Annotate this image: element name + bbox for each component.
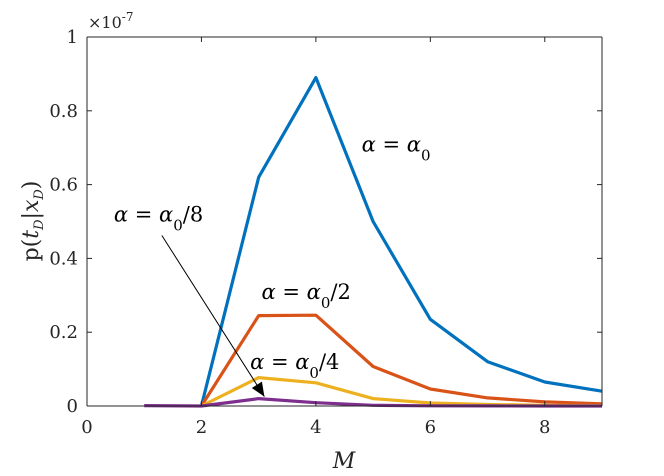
x-tick-label: 8 xyxy=(539,417,550,438)
y-tick-label: 0.4 xyxy=(49,248,78,269)
series-layer xyxy=(144,75,603,408)
y-tick-label: 0 xyxy=(67,396,78,417)
annotation-2: α = α0/2 xyxy=(262,280,351,312)
x-tick-label: 6 xyxy=(425,417,436,438)
annotation-arrow-line xyxy=(161,235,265,397)
series-line-2 xyxy=(200,313,603,407)
x-tick-label: 4 xyxy=(310,417,321,438)
series-line-1 xyxy=(199,75,603,407)
y-tick-label: 0.2 xyxy=(49,322,78,343)
x-tick-label: 0 xyxy=(81,417,92,438)
y-tick-label: 0.6 xyxy=(49,175,78,196)
axes-box xyxy=(86,36,603,407)
ticks-layer: 0 2 4 6 8 0 0.2 0.4 0.6 0.8 1 xyxy=(49,27,602,438)
y-scale-exponent: ×10-7 xyxy=(88,10,133,32)
x-tick-label: 2 xyxy=(196,417,207,438)
annotation-arrow-head xyxy=(251,381,265,397)
annotation-3: α = α0/4 xyxy=(250,350,339,382)
y-axis-label: p(tD|xD) xyxy=(19,181,47,262)
x-axis-label: M xyxy=(332,449,356,474)
y-tick-label: 0.8 xyxy=(49,101,78,122)
plot-area xyxy=(87,37,602,406)
y-tick-label: 1 xyxy=(67,27,78,48)
annotations-layer: α = α0 α = α0/2 α = α0/4 α = α0/8 xyxy=(114,132,431,397)
annotation-1: α = α0 xyxy=(362,132,431,164)
annotation-4: α = α0/8 xyxy=(114,203,203,235)
